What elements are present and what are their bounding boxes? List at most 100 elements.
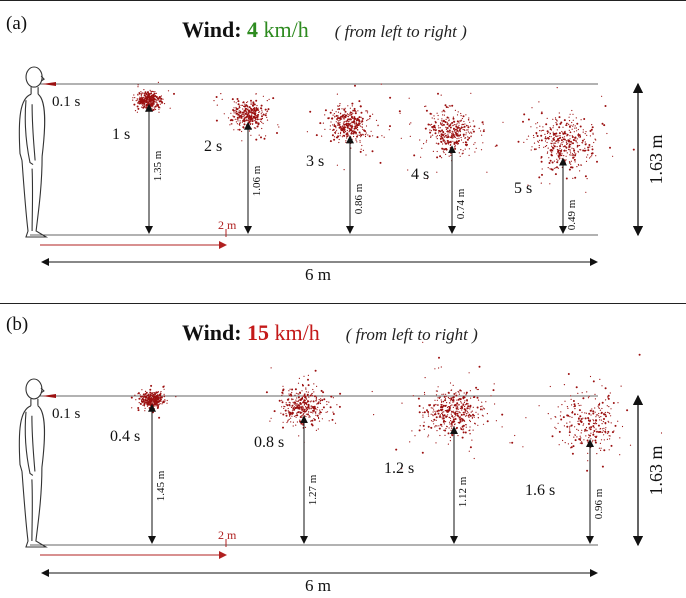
droplet xyxy=(241,114,242,115)
droplet xyxy=(454,424,455,425)
droplet xyxy=(295,425,296,426)
droplet xyxy=(441,95,442,96)
droplet xyxy=(609,449,610,450)
droplet xyxy=(360,142,361,143)
droplet xyxy=(460,113,461,114)
droplet xyxy=(301,390,302,391)
droplet xyxy=(541,161,543,163)
droplet xyxy=(251,102,252,103)
droplet xyxy=(598,406,599,407)
droplet xyxy=(463,150,464,151)
droplet xyxy=(599,417,600,418)
droplet xyxy=(160,397,161,398)
droplet xyxy=(254,108,255,109)
droplet xyxy=(443,151,444,152)
droplet xyxy=(548,167,549,168)
droplet xyxy=(601,439,602,440)
droplet xyxy=(621,386,622,387)
droplet xyxy=(441,366,442,367)
droplet xyxy=(467,125,468,126)
droplet xyxy=(547,142,548,143)
droplet xyxy=(550,127,551,128)
droplet xyxy=(593,420,594,421)
droplet xyxy=(463,428,464,429)
droplet xyxy=(362,118,363,119)
droplet xyxy=(579,145,580,146)
droplet xyxy=(294,395,295,396)
droplet xyxy=(446,149,448,151)
droplet xyxy=(463,431,465,433)
droplet xyxy=(419,405,421,407)
droplet xyxy=(134,395,135,396)
droplet xyxy=(143,103,144,104)
droplet xyxy=(493,389,495,391)
droplet xyxy=(380,162,382,164)
droplet xyxy=(362,120,363,121)
droplet xyxy=(334,136,335,137)
droplet xyxy=(243,120,245,122)
droplet xyxy=(579,170,580,171)
droplet xyxy=(428,416,429,417)
droplet xyxy=(475,412,476,413)
droplet xyxy=(605,429,606,430)
droplet xyxy=(458,404,459,405)
droplet xyxy=(457,134,458,135)
droplet xyxy=(454,393,455,394)
droplet xyxy=(462,437,464,439)
droplet xyxy=(438,115,439,116)
droplet xyxy=(528,136,529,137)
droplet xyxy=(336,130,337,131)
droplet xyxy=(237,113,238,114)
droplet xyxy=(160,391,161,392)
droplet xyxy=(434,426,435,427)
droplet-cloud xyxy=(522,354,662,472)
droplet xyxy=(587,453,588,454)
droplet xyxy=(423,143,424,144)
droplet xyxy=(133,94,134,95)
droplet xyxy=(355,138,356,139)
droplet xyxy=(574,131,575,132)
droplet xyxy=(484,408,485,409)
droplet xyxy=(474,142,475,143)
droplet xyxy=(309,415,310,416)
droplet xyxy=(250,108,252,110)
droplet xyxy=(166,403,167,404)
droplet xyxy=(560,144,561,145)
droplet xyxy=(541,156,543,158)
droplet xyxy=(573,154,574,155)
droplet xyxy=(469,433,470,434)
droplet xyxy=(580,436,581,437)
droplet xyxy=(463,134,464,135)
droplet xyxy=(239,110,240,111)
droplet xyxy=(609,147,611,149)
droplet xyxy=(455,132,456,133)
droplet xyxy=(230,113,231,114)
droplet xyxy=(583,132,584,133)
droplet xyxy=(296,397,297,398)
height-label: 0.74 m xyxy=(455,188,467,219)
droplet xyxy=(240,111,241,112)
droplet xyxy=(143,404,145,406)
droplet xyxy=(537,141,538,142)
droplet xyxy=(570,395,571,396)
droplet xyxy=(308,411,309,412)
droplet xyxy=(577,151,578,152)
droplet xyxy=(594,440,596,442)
droplet xyxy=(466,129,467,130)
droplet xyxy=(569,421,570,422)
droplet xyxy=(557,140,558,141)
droplet xyxy=(356,119,358,121)
droplet xyxy=(582,418,583,419)
droplet xyxy=(304,404,305,405)
droplet xyxy=(369,118,370,119)
droplet xyxy=(330,125,331,126)
droplet xyxy=(605,423,606,424)
droplet xyxy=(548,148,549,149)
droplet xyxy=(451,428,452,429)
droplet xyxy=(338,106,339,107)
height-label: 1.35 m xyxy=(152,150,164,181)
droplet xyxy=(154,108,155,109)
droplet xyxy=(615,425,617,427)
droplet xyxy=(139,99,140,100)
droplet xyxy=(587,154,588,155)
